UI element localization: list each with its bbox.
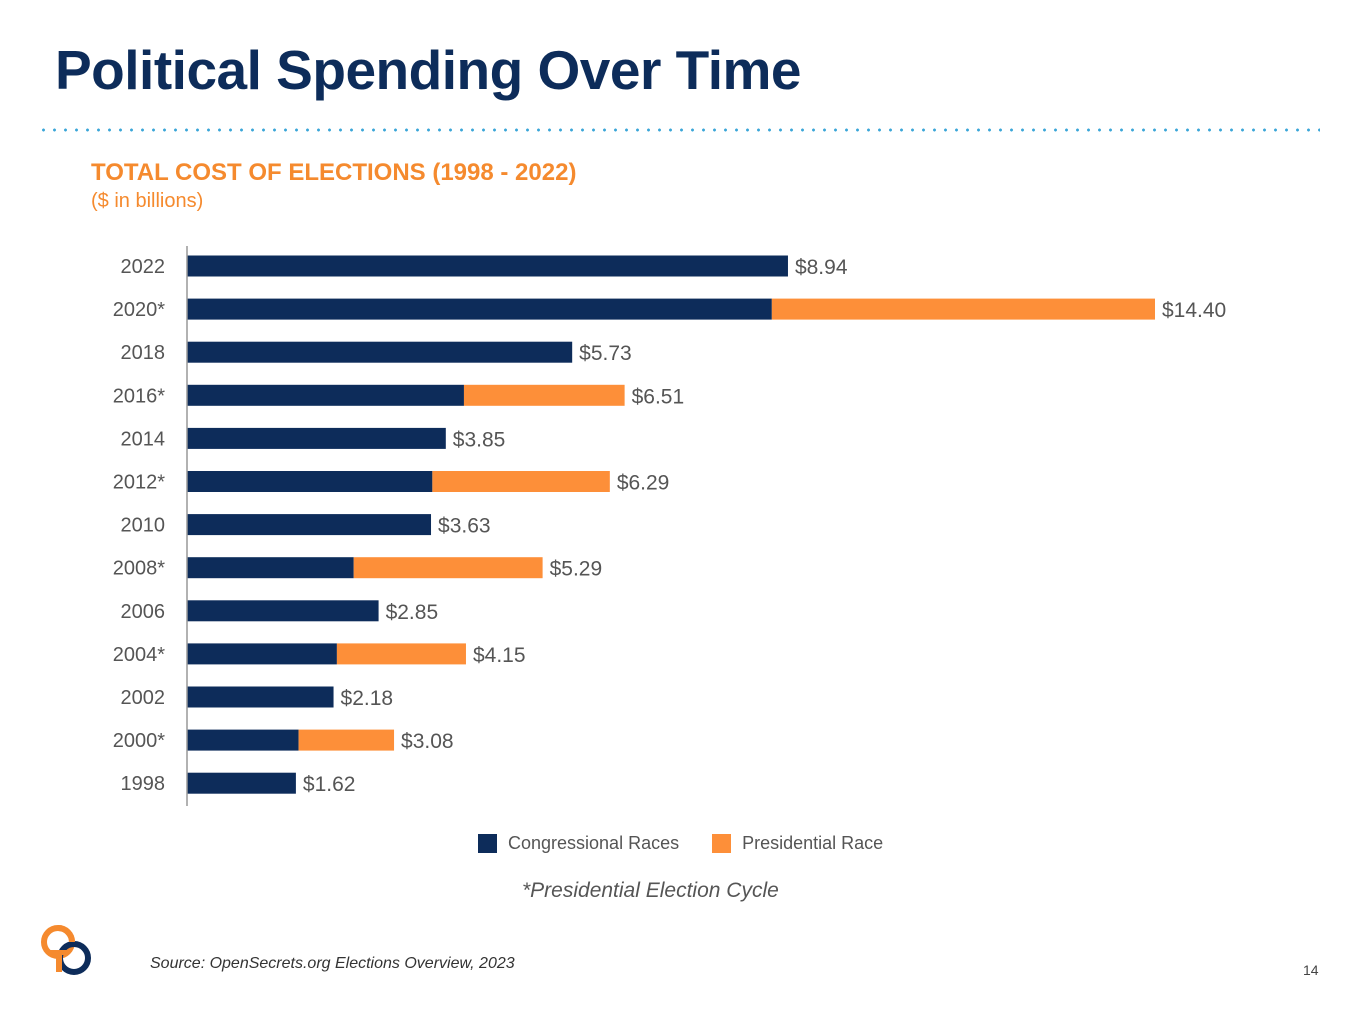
data-label: $4.15 — [473, 644, 526, 667]
category-label: 2004* — [113, 644, 165, 666]
chart-legend: Congressional Races Presidential Race — [478, 830, 916, 856]
data-label: $5.73 — [579, 342, 632, 365]
category-label: 2006 — [121, 601, 166, 623]
legend-label-congressional: Congressional Races — [508, 832, 680, 853]
bar-congressional — [187, 255, 788, 277]
slide-title: Political Spending Over Time — [55, 39, 802, 101]
bar-congressional — [187, 427, 446, 449]
data-label: $6.29 — [617, 472, 670, 495]
category-label: 2010 — [121, 515, 166, 537]
chart-title: TOTAL COST OF ELECTIONS (1998 - 2022) — [91, 159, 577, 186]
category-label: 2014 — [121, 428, 166, 450]
bar-presidential — [298, 729, 395, 751]
category-label: 2000* — [113, 730, 165, 752]
legend-swatch-congressional — [478, 833, 497, 853]
category-label: 2012* — [113, 472, 165, 494]
bar-congressional — [187, 514, 432, 536]
bar-presidential — [353, 557, 543, 579]
category-label: 2016* — [113, 385, 165, 407]
bar-congressional — [187, 686, 334, 708]
category-label: 2008* — [113, 558, 165, 580]
bar-presidential — [336, 643, 466, 665]
chart-subtitle: ($ in billions) — [91, 190, 204, 212]
bar-congressional — [187, 600, 379, 622]
bar-congressional — [187, 341, 573, 363]
bar-congressional — [187, 471, 433, 492]
bar-congressional — [187, 643, 337, 665]
data-label: $8.94 — [795, 256, 848, 279]
data-label: $5.29 — [550, 558, 603, 581]
interlocking-rings-logo-icon — [41, 925, 91, 975]
footnote: *Presidential Election Cycle — [522, 879, 779, 902]
data-label: $6.51 — [632, 385, 685, 408]
category-label: 2002 — [121, 687, 166, 709]
data-label: $2.18 — [341, 687, 394, 710]
source-note: Source: OpenSecrets.org Elections Overvi… — [150, 955, 515, 972]
bar-congressional — [187, 557, 354, 579]
bar-presidential — [771, 298, 1155, 320]
category-label: 2018 — [121, 342, 166, 364]
data-label: $2.85 — [386, 601, 439, 624]
category-label: 2020* — [113, 299, 165, 321]
dotted-divider — [38, 127, 1320, 133]
page-number: 14 — [1303, 962, 1319, 978]
legend-swatch-presidential — [712, 833, 732, 853]
data-label: $1.62 — [303, 773, 356, 796]
bar-presidential — [463, 384, 625, 406]
bar-congressional — [187, 384, 464, 406]
data-label: $14.40 — [1162, 299, 1226, 322]
data-label: $3.85 — [453, 428, 506, 451]
data-label: $3.63 — [438, 515, 491, 538]
bar-congressional — [187, 729, 299, 751]
legend-item-presidential: Presidential Race — [712, 833, 883, 854]
legend-item-congressional: Congressional Races — [478, 833, 679, 854]
category-label: 2022 — [121, 256, 166, 278]
data-label: $3.08 — [401, 730, 454, 753]
bar-congressional — [187, 772, 296, 794]
legend-label-presidential: Presidential Race — [742, 832, 884, 853]
category-label: 1998 — [121, 773, 166, 795]
bar-congressional — [187, 298, 772, 320]
bar-presidential — [432, 471, 610, 492]
